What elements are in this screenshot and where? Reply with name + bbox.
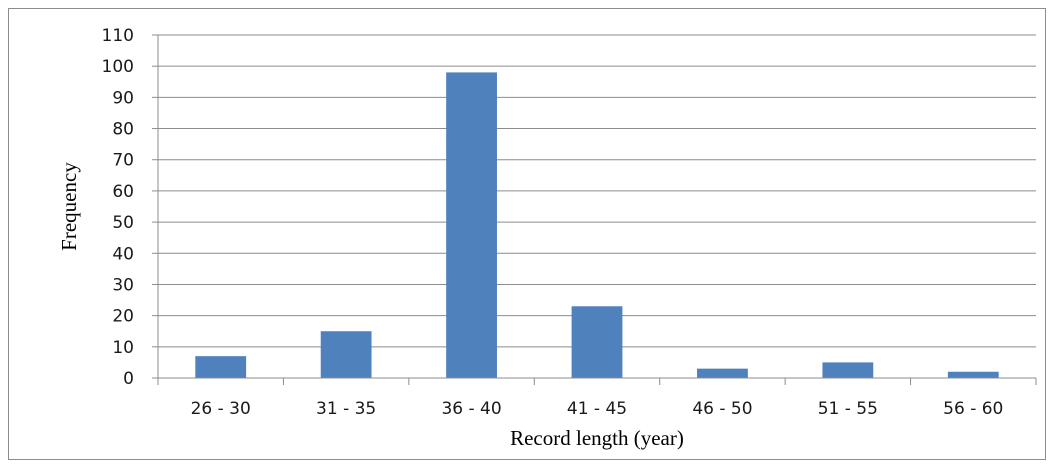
bar-36-40: [446, 72, 497, 378]
chart-frame: [8, 8, 1046, 460]
x-tick-label: 51 - 55: [818, 399, 878, 419]
bar-41-45: [571, 306, 623, 378]
y-tick-label: 10: [112, 338, 134, 358]
bar-51-55: [822, 362, 874, 378]
x-tick-label: 41 - 45: [567, 399, 627, 419]
x-tick-label: 36 - 40: [441, 399, 501, 419]
axes: [152, 34, 1037, 385]
gridlines: [158, 34, 1036, 348]
y-tick-label: 0: [123, 369, 134, 389]
x-tick-label: 56 - 60: [943, 399, 1003, 419]
y-tick-label: 80: [112, 120, 134, 140]
bar-56-60: [947, 371, 999, 378]
y-tick-label: 100: [102, 57, 134, 77]
y-tick-label: 60: [112, 182, 134, 202]
bar-46-50: [697, 368, 748, 378]
x-tick-label: 46 - 50: [692, 399, 752, 419]
y-tick-label: 90: [112, 88, 134, 108]
y-tick-label: 50: [112, 213, 134, 233]
bars: [195, 72, 999, 378]
y-tick-label: 110: [102, 26, 134, 46]
tick-labels: 0 10 20 30 40 50 60 70 80 90 100 110 26 - 30 31 - 35 3…: [102, 26, 1004, 419]
y-tick-label: 40: [112, 244, 134, 264]
x-tick-label: 31 - 35: [316, 399, 376, 419]
x-axis-title: Record length (year): [510, 426, 684, 450]
bar-31-35: [320, 331, 372, 378]
y-axis-title: Frequency: [57, 162, 81, 251]
bar-26-30: [195, 356, 247, 378]
x-tick-label: 26 - 30: [191, 399, 251, 419]
y-tick-label: 70: [112, 151, 134, 171]
y-tick-label: 20: [112, 307, 134, 327]
y-tick-label: 30: [112, 275, 134, 295]
